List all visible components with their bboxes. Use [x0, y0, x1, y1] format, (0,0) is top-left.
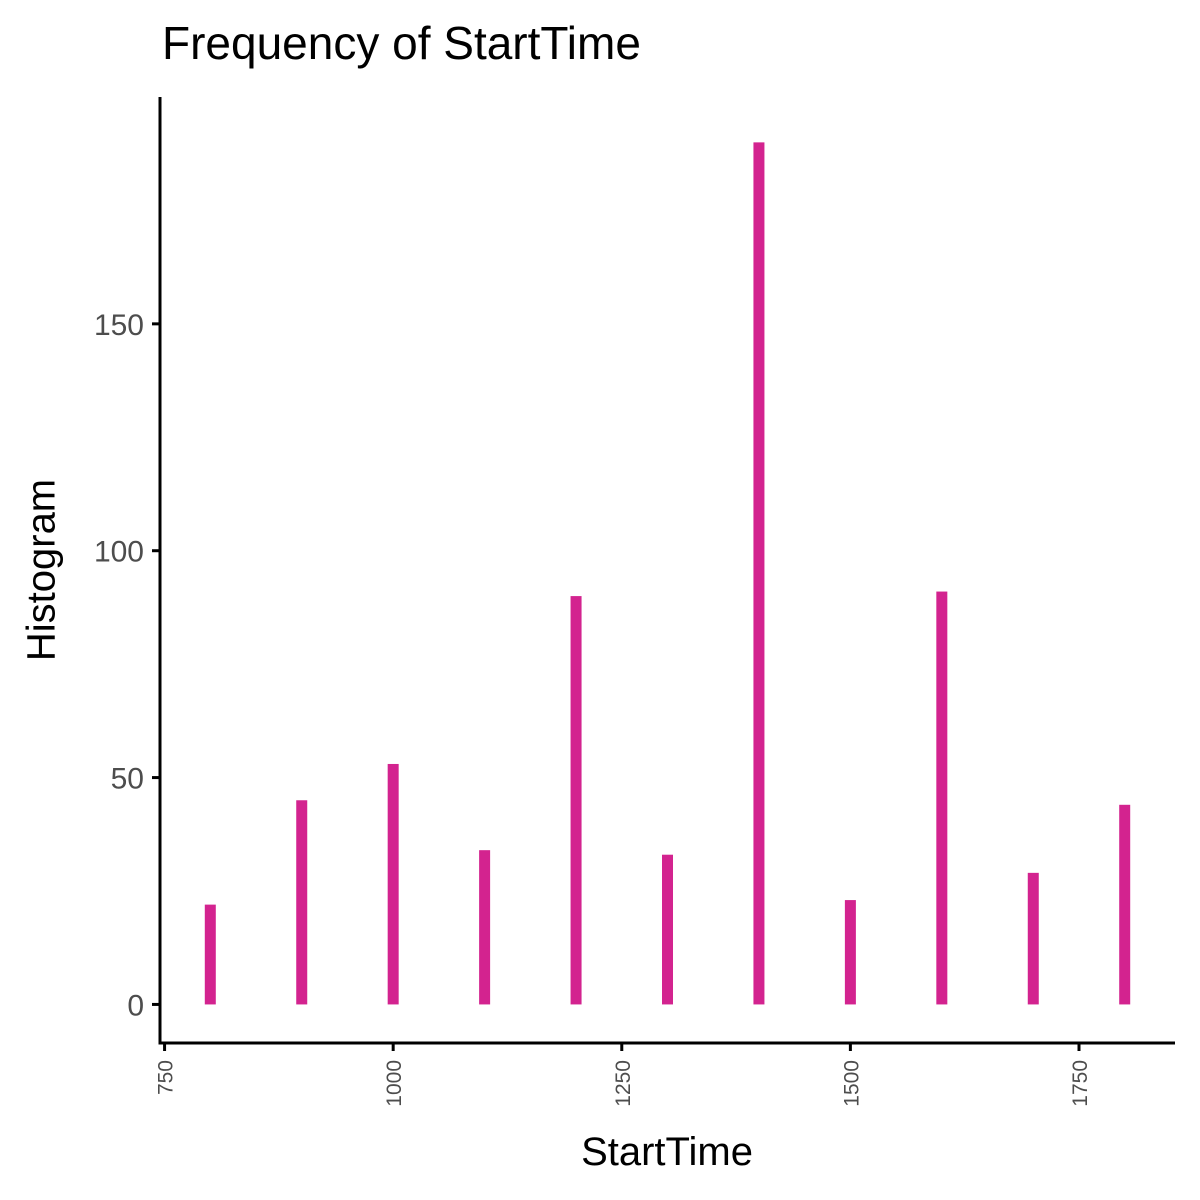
bar-1500 — [844, 900, 856, 1005]
x-axis-label: StartTime — [581, 1130, 753, 1174]
x-tick-label-1500: 1500 — [840, 1060, 863, 1107]
x-ticks-group: 750 1000 1250 1500 1750 — [155, 1043, 1092, 1107]
bar-1300 — [662, 854, 673, 1005]
x-tick-label-750: 750 — [155, 1060, 178, 1095]
y-ticks-group: 0 50 100 150 — [94, 309, 160, 1022]
axes-group — [158, 97, 1175, 1045]
bars-group — [204, 142, 1131, 1005]
x-tick-label-1750: 1750 — [1069, 1060, 1092, 1107]
y-tick-label-100: 100 — [94, 536, 144, 569]
bar-900 — [296, 800, 308, 1005]
bar-1100 — [479, 850, 491, 1005]
y-tick-label-150: 150 — [94, 309, 144, 342]
y-tick-label-50: 50 — [111, 763, 144, 796]
bar-1200 — [570, 596, 582, 1005]
y-axis-label: Histogram — [19, 478, 64, 662]
x-tick-label-1000: 1000 — [383, 1060, 406, 1107]
bar-1800 — [1119, 804, 1131, 1005]
chart-title: Frequency of StartTime — [162, 17, 641, 69]
x-tick-label-1250: 1250 — [612, 1060, 635, 1107]
bar-1000 — [387, 763, 399, 1005]
bar-1600 — [936, 591, 948, 1005]
bar-1400 — [753, 142, 765, 1005]
bar-800 — [204, 904, 216, 1005]
bar-1700 — [1027, 872, 1039, 1005]
y-tick-label-0: 0 — [127, 989, 144, 1022]
